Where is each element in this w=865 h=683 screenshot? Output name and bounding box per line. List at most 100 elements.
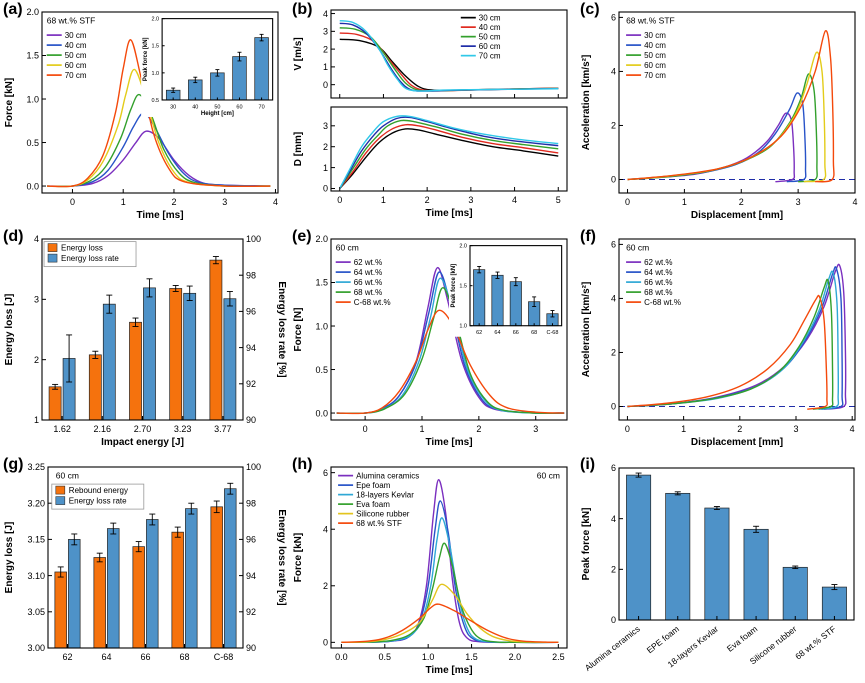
svg-text:60 cm: 60 cm (65, 61, 87, 70)
svg-text:1.0: 1.0 (151, 71, 159, 77)
svg-text:68 wt.%: 68 wt.% (644, 288, 672, 297)
svg-text:1.0: 1.0 (26, 94, 39, 104)
chart-f-acceleration-vs-displacement-concentrations: 0 1 2 3 4 0 2 4 6 Displacement [mm] Acceleration [… (581, 238, 856, 448)
svg-text:68 wt.%: 68 wt.% (354, 288, 382, 297)
chart-a-force-vs-time: 0 1 2 3 4 0.0 0.5 1.0 1.5 2.0 Time [ms] Force [kN] 6… (4, 7, 279, 221)
panel-e: (e) 0 1 2 3 0.0 0.5 1.0 1.5 2.0 Time [ms] Force [N… (289, 227, 577, 455)
svg-text:30 cm: 30 cm (65, 31, 87, 40)
panel-g: (g) 62 64 66 68 C-68 3.00 3.05 3.10 3.15 3.20 3.25… (0, 455, 289, 683)
svg-text:2: 2 (171, 197, 176, 207)
svg-text:6: 6 (323, 468, 328, 478)
svg-text:4: 4 (611, 294, 616, 304)
svg-text:1.0: 1.0 (422, 652, 435, 662)
svg-text:2.5: 2.5 (552, 652, 565, 662)
panel-d: (d) 1.62 2.16 2.70 3.23 3.77 1 2 3 4 90 92 94 96 98 10… (0, 227, 289, 455)
svg-text:18-layers Kevlar: 18-layers Kevlar (356, 490, 414, 499)
svg-text:98: 98 (246, 498, 256, 508)
svg-text:6: 6 (611, 240, 616, 250)
panel-a: (a) 0 1 2 3 4 0.0 0.5 1.0 1.5 2.0 Time [ms] Force [… (0, 0, 289, 227)
svg-text:2: 2 (476, 424, 481, 434)
svg-text:Alumina ceramics: Alumina ceramics (356, 471, 419, 480)
svg-text:62 wt.%: 62 wt.% (354, 258, 382, 267)
svg-text:60 cm: 60 cm (537, 471, 560, 481)
svg-text:Peak force [kN]: Peak force [kN] (143, 37, 149, 81)
svg-text:40 cm: 40 cm (65, 41, 87, 50)
panel-b-letter: (b) (292, 1, 313, 18)
svg-text:Energy loss rate: Energy loss rate (69, 496, 127, 505)
svg-text:Time [ms]: Time [ms] (425, 208, 472, 219)
svg-text:3.10: 3.10 (27, 571, 45, 581)
svg-text:1: 1 (323, 62, 328, 72)
svg-text:100: 100 (246, 234, 261, 244)
svg-text:2.0: 2.0 (459, 244, 467, 250)
svg-text:D [mm]: D [mm] (293, 132, 304, 166)
svg-text:30: 30 (170, 104, 176, 110)
svg-text:Eva foam: Eva foam (356, 500, 390, 509)
svg-text:70: 70 (259, 104, 265, 110)
svg-text:Acceleration [km/s²]: Acceleration [km/s²] (581, 282, 592, 378)
svg-text:1: 1 (681, 424, 686, 434)
svg-text:Silicone rubber: Silicone rubber (356, 509, 410, 518)
svg-text:0.5: 0.5 (26, 138, 39, 148)
svg-text:1.5: 1.5 (315, 278, 328, 288)
svg-text:1: 1 (381, 195, 386, 205)
svg-text:0: 0 (323, 80, 328, 90)
svg-text:1.0: 1.0 (315, 321, 328, 331)
svg-text:V [m/s]: V [m/s] (293, 37, 304, 70)
svg-text:Energy loss rate [%]: Energy loss rate [%] (276, 281, 287, 377)
svg-text:C-68: C-68 (214, 652, 234, 662)
svg-text:2: 2 (611, 348, 616, 358)
svg-text:2.0: 2.0 (151, 17, 159, 23)
svg-text:68: 68 (179, 652, 189, 662)
svg-text:60 cm: 60 cm (644, 61, 666, 70)
svg-text:4: 4 (852, 197, 857, 207)
svg-text:68: 68 (531, 330, 537, 336)
chart-d-energy-loss-bars: 1.62 2.16 2.70 3.23 3.77 1 2 3 4 90 92 94 96 98 100 Imp… (4, 234, 287, 448)
svg-text:70 cm: 70 cm (479, 51, 501, 60)
svg-text:0: 0 (337, 195, 342, 205)
svg-text:96: 96 (246, 307, 256, 317)
svg-text:3: 3 (34, 295, 39, 305)
svg-text:3.15: 3.15 (27, 535, 45, 545)
svg-text:Time [ms]: Time [ms] (425, 665, 472, 676)
svg-text:Acceleration [km/s²]: Acceleration [km/s²] (581, 55, 592, 151)
svg-text:Energy loss rate [%]: Energy loss rate [%] (276, 509, 287, 605)
svg-text:3.00: 3.00 (27, 643, 45, 653)
svg-text:Energy loss rate: Energy loss rate (61, 254, 119, 263)
svg-text:Force [kN]: Force [kN] (4, 78, 15, 127)
svg-text:68 wt.% STF: 68 wt.% STF (793, 624, 837, 662)
svg-text:4: 4 (323, 524, 328, 534)
svg-text:5: 5 (556, 195, 561, 205)
svg-text:6: 6 (611, 463, 616, 473)
svg-text:50 cm: 50 cm (479, 32, 501, 41)
svg-text:2.0: 2.0 (26, 7, 39, 17)
svg-text:2.70: 2.70 (134, 424, 152, 434)
svg-text:C-68: C-68 (547, 330, 559, 336)
svg-text:2: 2 (611, 121, 616, 131)
svg-text:3: 3 (468, 195, 473, 205)
svg-text:Time [ms]: Time [ms] (136, 210, 183, 221)
svg-text:62 wt.%: 62 wt.% (644, 258, 672, 267)
panel-i-letter: (i) (580, 456, 596, 473)
panel-g-letter: (g) (3, 456, 24, 473)
svg-text:30 cm: 30 cm (479, 13, 501, 22)
chart-b-displacement-vs-time: 0 1 2 3 4 5 0 1 2 3 Time [ms] D [mm] (293, 106, 568, 219)
svg-text:2.16: 2.16 (94, 424, 112, 434)
svg-text:C-68 wt.%: C-68 wt.% (354, 298, 391, 307)
svg-text:68 wt.% STF: 68 wt.% STF (47, 16, 96, 26)
svg-text:0: 0 (363, 424, 368, 434)
svg-text:40 cm: 40 cm (479, 23, 501, 32)
svg-text:60 cm: 60 cm (56, 471, 79, 481)
svg-text:66: 66 (513, 330, 519, 336)
svg-text:1.62: 1.62 (53, 424, 71, 434)
svg-text:68 wt.% STF: 68 wt.% STF (356, 519, 402, 528)
svg-text:4: 4 (34, 234, 39, 244)
svg-text:70 cm: 70 cm (65, 71, 87, 80)
svg-text:62: 62 (476, 330, 482, 336)
svg-text:0: 0 (611, 615, 616, 625)
svg-text:Displacement [mm]: Displacement [mm] (691, 210, 783, 221)
svg-text:62: 62 (62, 652, 72, 662)
svg-text:66: 66 (140, 652, 150, 662)
